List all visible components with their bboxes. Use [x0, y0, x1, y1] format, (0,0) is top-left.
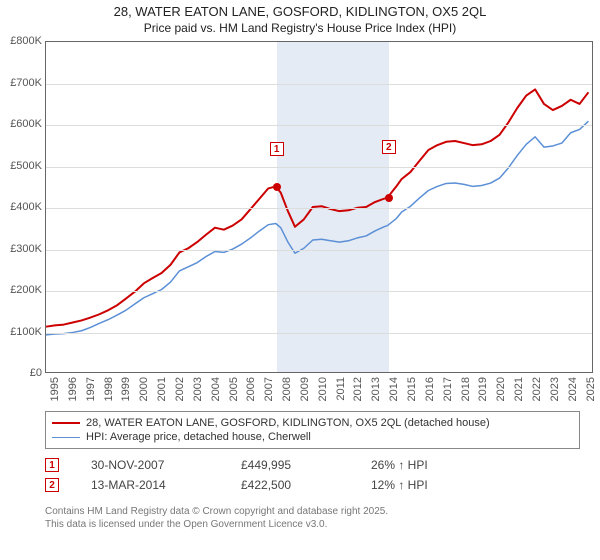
x-tick-label: 2016 — [424, 377, 436, 401]
x-tick-label: 1999 — [120, 377, 132, 401]
x-tick-label: 2004 — [210, 377, 222, 401]
legend-swatch — [52, 422, 80, 424]
x-tick-label: 1997 — [85, 377, 97, 401]
x-tick-label: 2018 — [460, 377, 472, 401]
sale-point — [385, 194, 393, 202]
sale-price: £422,500 — [241, 478, 351, 492]
legend: 28, WATER EATON LANE, GOSFORD, KIDLINGTO… — [45, 411, 580, 449]
y-tick-label: £300K — [10, 243, 42, 255]
x-tick-label: 2002 — [174, 377, 186, 401]
y-tick-label: £0 — [30, 367, 42, 379]
legend-label: HPI: Average price, detached house, Cher… — [86, 431, 311, 443]
sale-price: £449,995 — [241, 458, 351, 472]
sale-vs-hpi: 26% ↑ HPI — [371, 458, 491, 472]
x-tick-label: 2017 — [442, 377, 454, 401]
y-tick-label: £500K — [10, 160, 42, 172]
sale-marker: 1 — [270, 142, 284, 156]
x-tick-label: 2012 — [352, 377, 364, 401]
sale-marker-inline: 1 — [45, 458, 59, 472]
sale-row: 2 13-MAR-2014 £422,500 12% ↑ HPI — [45, 475, 580, 495]
x-tick-label: 2000 — [138, 377, 150, 401]
x-tick-label: 2003 — [192, 377, 204, 401]
x-tick-label: 2023 — [549, 377, 561, 401]
y-tick-label: £100K — [10, 326, 42, 338]
x-tick-label: 2020 — [495, 377, 507, 401]
series-hpi — [46, 121, 588, 335]
chart-area: 12 £0£100K£200K£300K£400K£500K£600K£700K… — [0, 37, 600, 407]
y-tick-label: £400K — [10, 201, 42, 213]
x-tick-label: 2013 — [370, 377, 382, 401]
x-tick-label: 2011 — [335, 377, 347, 401]
chart-title: 28, WATER EATON LANE, GOSFORD, KIDLINGTO… — [0, 0, 600, 37]
gridline — [46, 250, 592, 251]
x-tick-label: 2015 — [406, 377, 418, 401]
sales-table: 1 30-NOV-2007 £449,995 26% ↑ HPI 2 13-MAR-201… — [45, 455, 580, 495]
y-tick-label: £700K — [10, 77, 42, 89]
sale-row: 1 30-NOV-2007 £449,995 26% ↑ HPI — [45, 455, 580, 475]
x-tick-label: 2009 — [299, 377, 311, 401]
y-tick-label: £200K — [10, 284, 42, 296]
y-tick-label: £600K — [10, 118, 42, 130]
x-tick-label: 2007 — [263, 377, 275, 401]
legend-item: HPI: Average price, detached house, Cher… — [52, 430, 573, 444]
gridline — [46, 84, 592, 85]
x-tick-label: 2006 — [245, 377, 257, 401]
title-subtitle: Price paid vs. HM Land Registry's House … — [0, 21, 600, 35]
gridline — [46, 167, 592, 168]
legend-label: 28, WATER EATON LANE, GOSFORD, KIDLINGTO… — [86, 417, 490, 429]
gridline — [46, 333, 592, 334]
sale-marker-inline: 2 — [45, 478, 59, 492]
x-tick-label: 2021 — [513, 377, 525, 401]
x-tick-label: 1998 — [103, 377, 115, 401]
sale-vs-hpi: 12% ↑ HPI — [371, 478, 491, 492]
x-tick-label: 2014 — [388, 377, 400, 401]
x-tick-label: 2022 — [531, 377, 543, 401]
sale-date: 30-NOV-2007 — [91, 458, 221, 472]
gridline — [46, 125, 592, 126]
x-tick-label: 2005 — [228, 377, 240, 401]
x-tick-label: 2001 — [156, 377, 168, 401]
x-tick-label: 2024 — [567, 377, 579, 401]
x-tick-label: 2019 — [477, 377, 489, 401]
gridline — [46, 291, 592, 292]
sale-marker: 2 — [382, 140, 396, 154]
sale-date: 13-MAR-2014 — [91, 478, 221, 492]
chart-lines — [46, 42, 592, 372]
x-tick-label: 2008 — [281, 377, 293, 401]
footer-line-2: This data is licensed under the Open Gov… — [45, 518, 580, 531]
y-tick-label: £800K — [10, 35, 42, 47]
x-tick-label: 2025 — [585, 377, 597, 401]
legend-item: 28, WATER EATON LANE, GOSFORD, KIDLINGTO… — [52, 416, 573, 430]
title-address: 28, WATER EATON LANE, GOSFORD, KIDLINGTO… — [0, 4, 600, 19]
legend-swatch — [52, 437, 80, 438]
gridline — [46, 208, 592, 209]
x-tick-label: 2010 — [317, 377, 329, 401]
footer-line-1: Contains HM Land Registry data © Crown c… — [45, 505, 580, 518]
plot-region: 12 — [45, 41, 593, 373]
x-tick-label: 1995 — [49, 377, 61, 401]
x-tick-label: 1996 — [67, 377, 79, 401]
footer-attribution: Contains HM Land Registry data © Crown c… — [45, 505, 580, 531]
sale-point — [273, 183, 281, 191]
